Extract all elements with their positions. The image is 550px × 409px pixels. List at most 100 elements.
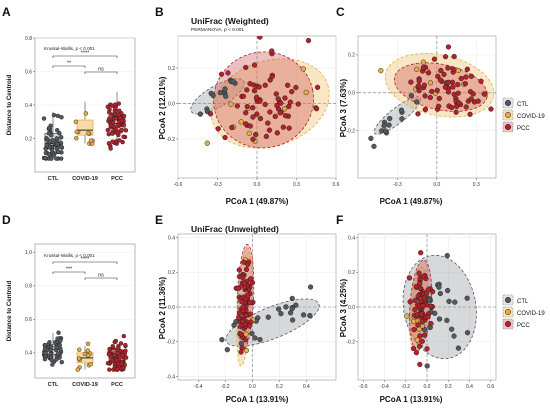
point-pcc [229, 124, 235, 131]
panel-f-marks [358, 234, 496, 380]
point-pcc [110, 343, 115, 349]
panel-a-annotation: Kruskal-Wallis, p < 0.001 [44, 46, 95, 51]
point-pcc [251, 62, 258, 68]
point-covid19 [88, 362, 93, 367]
point-pcc [105, 360, 111, 366]
ellipse-pcc [213, 51, 314, 149]
panel-e-tick-label-x: 0.4 [303, 384, 310, 390]
point-pcc [121, 333, 127, 339]
point-ctl [47, 152, 52, 157]
legend-label-ctl: CTL [517, 102, 529, 108]
panel-e-marks [178, 234, 336, 380]
point-pcc [285, 82, 291, 88]
point-ctl [452, 299, 458, 305]
point-pcc [416, 270, 422, 276]
point-ctl [54, 128, 60, 133]
point-ctl [449, 326, 455, 332]
point-ctl [54, 136, 60, 141]
legend-label-ctl: CTL [517, 299, 529, 305]
point-pcc [106, 352, 112, 357]
legend-label-covid: COVID-19 [517, 311, 545, 317]
point-ctl [55, 113, 61, 119]
significance-bracket [52, 261, 118, 264]
point-ctl [444, 252, 450, 259]
point-pcc [235, 285, 241, 291]
point-pcc [242, 337, 249, 343]
point-pcc [222, 134, 228, 141]
panel-f-tick-label-y: 0.2 [348, 270, 355, 276]
panel-b-tick-label-x: 0.6 [333, 182, 340, 188]
point-covid19 [73, 119, 79, 124]
point-pcc [269, 48, 275, 54]
point-pcc [244, 103, 250, 110]
point-pcc [236, 273, 243, 280]
panel-a-category-label: CTL [48, 176, 59, 182]
panel-f-scatter: PCoA 1 (13.91%) PCoA 3 (4.25%) -0.6 -0.4 -… [339, 233, 497, 404]
panel-c-tick-label-x: 0.0 [433, 182, 440, 188]
point-pcc [295, 101, 301, 107]
point-pcc [282, 113, 289, 119]
panel-b-tick-label-x: -0.6 [174, 182, 183, 188]
point-pcc [123, 128, 129, 133]
significance-bracket [84, 277, 118, 280]
point-pcc [313, 106, 320, 112]
point-pcc [417, 361, 423, 368]
point-ctl [56, 330, 61, 335]
point-pcc [417, 296, 424, 302]
point-pcc [422, 106, 428, 113]
panel-e-ylabel: PCoA 2 (11.36%) [158, 276, 167, 339]
point-pcc [115, 367, 120, 372]
significance-bracket [52, 271, 86, 274]
point-ctl [46, 125, 52, 131]
panel-b-scatter: PCoA 1 (49.87%) PCoA 2 (12.01%) -0.6 -0.3… [158, 35, 340, 206]
panel-a-ylabel: Distance to Centroid [6, 75, 13, 136]
panel-c-xlabel: PCoA 1 (49.87%) [380, 197, 443, 206]
point-pcc [411, 327, 417, 333]
point-ctl [371, 143, 377, 149]
point-pcc [418, 250, 424, 256]
panel-a-category-label: PCC [111, 176, 123, 182]
point-pcc [121, 122, 127, 128]
point-pcc [287, 99, 293, 105]
legend-marker-covid [504, 111, 512, 119]
point-pcc [119, 361, 125, 367]
point-pcc [123, 342, 128, 348]
panel-e-tick-label-x: 0.0 [249, 384, 256, 390]
panel-e-scatter: PCoA 1 (13.91%) PCoA 2 (11.36%) -0.4 -0.2… [158, 233, 337, 404]
point-ctl [49, 344, 54, 350]
point-pcc [412, 297, 418, 304]
point-pcc [417, 333, 423, 339]
point-pcc [117, 108, 122, 113]
point-pcc [207, 111, 214, 117]
panel-d-category-label: CTL [48, 382, 59, 388]
point-ctl [47, 340, 52, 345]
point-ctl [43, 150, 49, 156]
point-covid19 [455, 67, 461, 74]
point-ctl [238, 340, 244, 347]
point-pcc [247, 123, 253, 129]
point-pcc [431, 56, 438, 62]
panel-f-tick-label-x: 0.0 [424, 384, 431, 390]
panel-a-tick-label-y: 0.2 [25, 136, 32, 142]
point-pcc [407, 299, 413, 305]
point-pcc [416, 78, 422, 84]
point-pcc [413, 283, 419, 290]
point-ctl [56, 351, 61, 356]
point-covid19 [76, 356, 82, 361]
panel-letter-c: C [336, 5, 345, 19]
point-ctl [197, 111, 204, 117]
point-pcc [437, 77, 444, 83]
point-ctl [278, 311, 284, 317]
point-ctl [368, 135, 374, 142]
point-ctl [307, 284, 314, 290]
point-pcc [425, 287, 431, 293]
point-covid19 [88, 138, 94, 143]
point-ctl [289, 295, 295, 302]
point-pcc [262, 101, 268, 108]
point-ctl [257, 336, 263, 343]
point-pcc [120, 353, 125, 358]
panel-b-subtitle: PERMANOVA, p < 0.001 [191, 27, 244, 33]
point-ctl [219, 337, 225, 343]
legend-item-covid: COVID-19 [502, 306, 545, 318]
point-covid19 [86, 130, 91, 136]
